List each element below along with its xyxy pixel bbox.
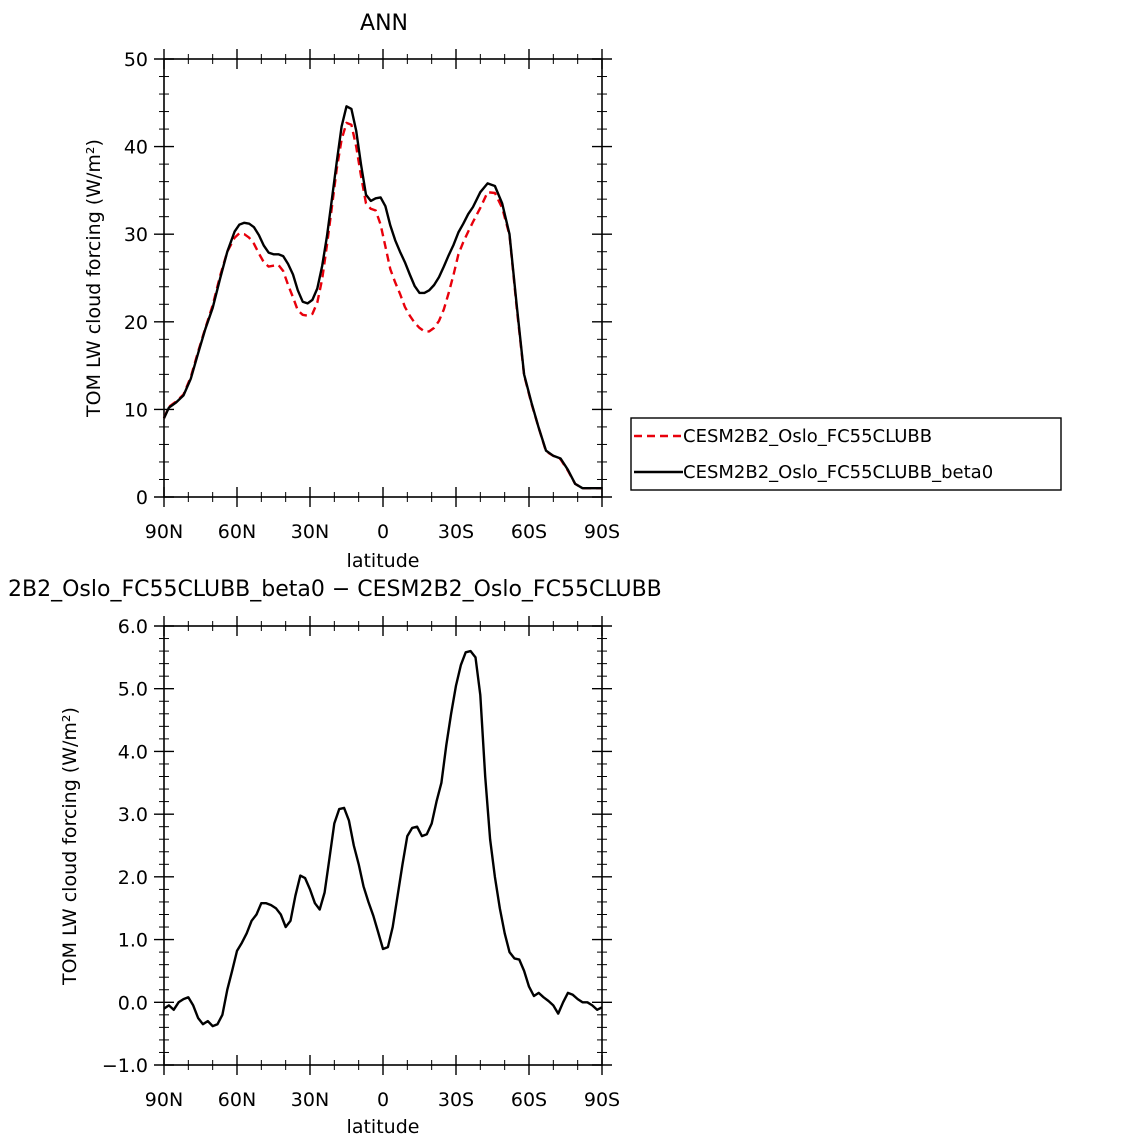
bottom-plot-frame <box>163 625 603 1066</box>
top-xtick-label: 60N <box>218 521 256 543</box>
bottom-x-axis-label: latitude <box>347 1116 420 1138</box>
bottom-ytick-label: 6.0 <box>118 616 148 638</box>
top-series-line-2 <box>162 105 602 490</box>
top-panel: ANN 0 10 20 30 40 50 90N 60N 30N 0 30S 60S 90S TOM L… <box>83 11 620 572</box>
bottom-xtick-label: 60N <box>218 1089 256 1111</box>
top-ytick-label: 30 <box>124 224 148 246</box>
bottom-xtick-label: 0 <box>377 1089 389 1111</box>
bottom-ytick-label: 4.0 <box>118 741 148 763</box>
bottom-ytick-label: 3.0 <box>118 804 148 826</box>
bottom-ytick-label: −1.0 <box>102 1055 148 1077</box>
bottom-series-line-1 <box>163 649 603 1028</box>
top-ytick-label: 0 <box>136 487 148 509</box>
top-x-axis-label: latitude <box>347 550 420 572</box>
bottom-ytick-label: 2.0 <box>118 867 148 889</box>
top-chart-title: ANN <box>360 11 408 36</box>
top-xtick-label: 30N <box>291 521 329 543</box>
top-plot-frame <box>163 58 603 498</box>
bottom-ytick-label: 0.0 <box>118 992 148 1014</box>
top-ytick-label: 20 <box>124 312 148 334</box>
top-xtick-label: 60S <box>511 521 547 543</box>
top-ytick-label: 50 <box>124 49 148 71</box>
top-y-axis-label: TOM LW cloud forcing (W/m²) <box>83 139 105 418</box>
top-ytick-label: 40 <box>124 137 148 159</box>
top-ticks: 0 10 20 30 40 50 90N 60N 30N 0 30S 60S 90S <box>124 49 620 543</box>
top-xtick-label: 90S <box>584 521 620 543</box>
top-xtick-label: 30S <box>438 521 474 543</box>
bottom-xtick-label: 30N <box>291 1089 329 1111</box>
bottom-chart-title: 2B2_Oslo_FC55CLUBB_beta0 − CESM2B2_Oslo_… <box>8 577 662 602</box>
top-xtick-label: 90N <box>145 521 183 543</box>
bottom-xtick-label: 90N <box>145 1089 183 1111</box>
bottom-series-lines <box>163 649 603 1028</box>
bottom-ticks: −1.0 0.0 1.0 2.0 3.0 4.0 5.0 6.0 90N 60N 30N 0 30S 60… <box>102 616 620 1111</box>
top-series-lines <box>162 105 602 490</box>
bottom-xtick-label: 30S <box>438 1089 474 1111</box>
top-series-line-1 <box>162 121 602 490</box>
legend-label-series-2: CESM2B2_Oslo_FC55CLUBB_beta0 <box>683 462 993 483</box>
bottom-xtick-label: 60S <box>511 1089 547 1111</box>
top-xtick-label: 0 <box>377 521 389 543</box>
top-ytick-label: 10 <box>124 399 148 421</box>
bottom-xtick-label: 90S <box>584 1089 620 1111</box>
bottom-panel: 2B2_Oslo_FC55CLUBB_beta0 − CESM2B2_Oslo_… <box>8 577 662 1138</box>
legend-label-series-1: CESM2B2_Oslo_FC55CLUBB <box>683 426 932 447</box>
bottom-ytick-label: 5.0 <box>118 679 148 701</box>
legend: CESM2B2_Oslo_FC55CLUBB CESM2B2_Oslo_FC55… <box>630 417 1062 491</box>
bottom-y-axis-label: TOM LW cloud forcing (W/m²) <box>59 707 81 986</box>
bottom-ytick-label: 1.0 <box>118 930 148 952</box>
legend-box <box>630 417 1062 491</box>
